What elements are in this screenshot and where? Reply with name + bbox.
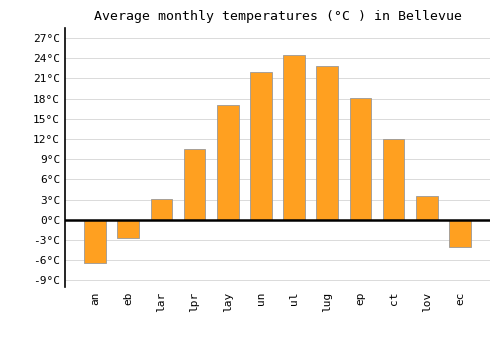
Bar	[250, 72, 272, 220]
Bar	[449, 220, 470, 247]
Bar	[118, 220, 139, 238]
Bar	[350, 98, 371, 220]
Bar	[416, 196, 438, 220]
Title: Average monthly temperatures (°C ) in Bellevue: Average monthly temperatures (°C ) in Be…	[94, 10, 462, 23]
Bar	[84, 220, 106, 264]
Bar	[150, 199, 172, 220]
Bar	[184, 149, 206, 220]
Bar	[284, 55, 305, 220]
Bar	[383, 139, 404, 220]
Bar	[217, 105, 238, 220]
Bar	[316, 66, 338, 220]
